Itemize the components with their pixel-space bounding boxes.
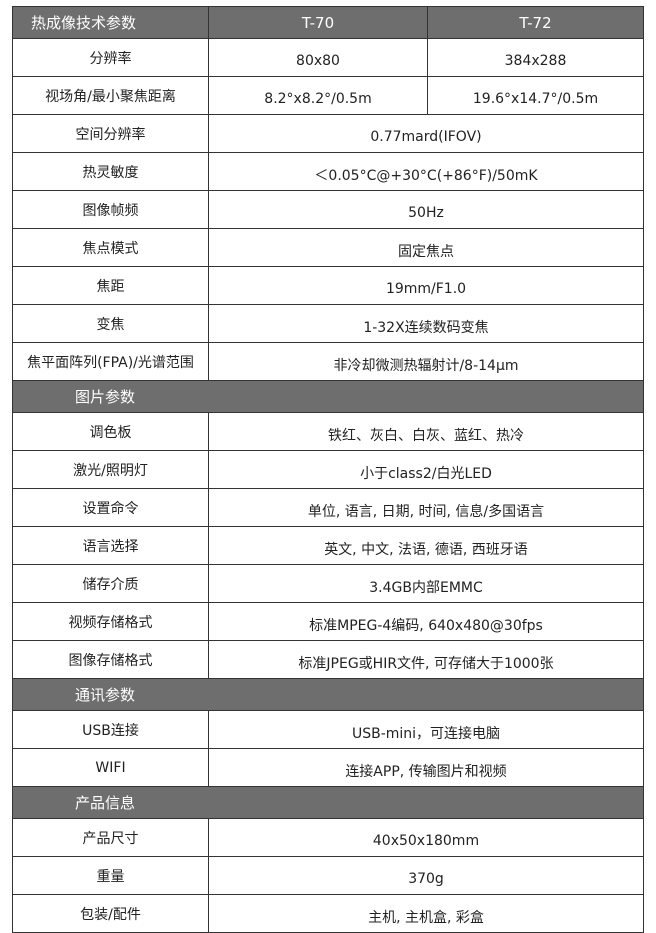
table-row: 焦距 19mm/F1.0 [12,266,644,305]
row-value: 主机, 主机盒, 彩盒 [208,894,644,933]
row-value: 0.77mard(IFOV) [208,114,644,153]
row-value: 标准MPEG-4编码, 640x480@30fps [208,602,644,641]
section-header: 通讯参数 [12,678,644,711]
row-label: 调色板 [12,412,209,451]
row-value: 80x80 [208,38,428,77]
row-label: 设置命令 [12,488,209,527]
row-value: 370g [208,856,644,895]
table-row: 调色板 铁红、灰白、白灰、蓝红、热冷 [12,412,644,451]
row-label: 包装/配件 [12,894,209,933]
table-row: 焦平面阵列(FPA)/光谱范围 非冷却微测热辐射计/8-14μm [12,342,644,381]
row-value: 1-32X连续数码变焦 [208,304,644,343]
row-label: 变焦 [12,304,209,343]
row-label: 热灵敏度 [12,152,209,191]
row-value: 标准JPEG或HIR文件, 可存储大于1000张 [208,640,644,679]
row-label: USB连接 [12,710,209,749]
table-row: 热灵敏度 ＜0.05°C@+30°C(+86°F)/50mK [12,152,644,191]
row-label: WIFI [12,748,209,787]
row-value: 50Hz [208,190,644,229]
row-value: 19.6°x14.7°/0.5m [427,76,644,115]
table-row: 设置命令 单位, 语言, 日期, 时间, 信息/多国语言 [12,488,644,527]
row-value: 英文, 中文, 法语, 德语, 西班牙语 [208,526,644,565]
table-row: 激光/照明灯 小于class2/白光LED [12,450,644,489]
row-label: 图像帧频 [12,190,209,229]
row-value: 单位, 语言, 日期, 时间, 信息/多国语言 [208,488,644,527]
row-value: 384x288 [427,38,644,77]
row-value: 40x50x180mm [208,818,644,857]
section-title: 产品信息 [12,786,644,819]
table-row: 包装/配件 主机, 主机盒, 彩盒 [12,894,644,933]
row-value: 19mm/F1.0 [208,266,644,305]
row-value: 3.4GB内部EMMC [208,564,644,603]
header-label: 热成像技术参数 [12,6,209,39]
row-label: 焦平面阵列(FPA)/光谱范围 [12,342,209,381]
table-row: 分辨率 80x80 384x288 [12,38,644,77]
section-title: 通讯参数 [12,678,644,711]
row-value: 8.2°x8.2°/0.5m [208,76,428,115]
row-label: 储存介质 [12,564,209,603]
table-row: 产品尺寸 40x50x180mm [12,818,644,857]
table-row: 视频存储格式 标准MPEG-4编码, 640x480@30fps [12,602,644,641]
row-value: 铁红、灰白、白灰、蓝红、热冷 [208,412,644,451]
row-label: 视场角/最小聚焦距离 [12,76,209,115]
row-label: 图像存储格式 [12,640,209,679]
row-label: 分辨率 [12,38,209,77]
row-value: 非冷却微测热辐射计/8-14μm [208,342,644,381]
table-row: WIFI 连接APP, 传输图片和视频 [12,748,644,787]
table-row: 变焦 1-32X连续数码变焦 [12,304,644,343]
row-value: 固定焦点 [208,228,644,267]
row-value: 小于class2/白光LED [208,450,644,489]
table-row: 焦点模式 固定焦点 [12,228,644,267]
row-label: 语言选择 [12,526,209,565]
table-header: 热成像技术参数 T-70 T-72 [12,6,644,39]
header-model: T-72 [427,6,644,39]
table-row: 重量 370g [12,856,644,895]
row-value: ＜0.05°C@+30°C(+86°F)/50mK [208,152,644,191]
row-label: 重量 [12,856,209,895]
row-label: 空间分辨率 [12,114,209,153]
table-row: 语言选择 英文, 中文, 法语, 德语, 西班牙语 [12,526,644,565]
row-label: 激光/照明灯 [12,450,209,489]
header-model: T-70 [208,6,428,39]
table-row: 空间分辨率 0.77mard(IFOV) [12,114,644,153]
section-header: 产品信息 [12,786,644,819]
table-row: 图像存储格式 标准JPEG或HIR文件, 可存储大于1000张 [12,640,644,679]
section-header: 图片参数 [12,380,644,413]
row-label: 视频存储格式 [12,602,209,641]
row-label: 焦距 [12,266,209,305]
row-value: USB-mini，可连接电脑 [208,710,644,749]
row-label: 焦点模式 [12,228,209,267]
row-value: 连接APP, 传输图片和视频 [208,748,644,787]
table-row: USB连接 USB-mini，可连接电脑 [12,710,644,749]
row-label: 产品尺寸 [12,818,209,857]
spec-table: 热成像技术参数 T-70 T-72 分辨率 80x80 384x288 视场角/最小聚… [12,6,644,933]
table-row: 视场角/最小聚焦距离 8.2°x8.2°/0.5m 19.6°x14.7°/0.5m [12,76,644,115]
table-row: 图像帧频 50Hz [12,190,644,229]
table-row: 储存介质 3.4GB内部EMMC [12,564,644,603]
section-title: 图片参数 [12,380,644,413]
